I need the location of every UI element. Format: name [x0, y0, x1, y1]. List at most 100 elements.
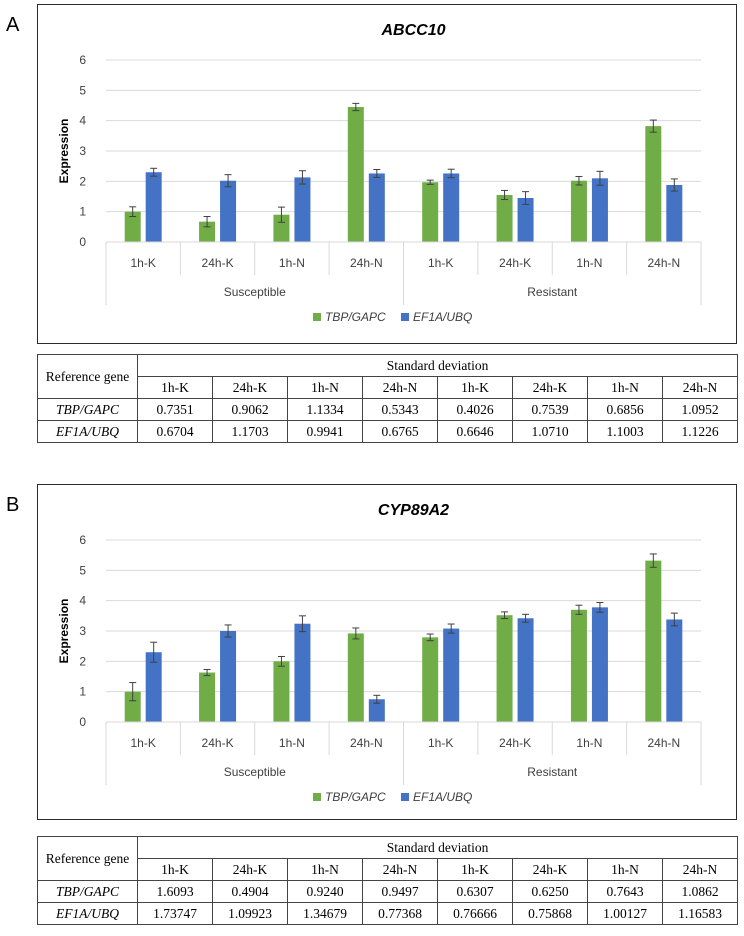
- sd-column-header: 1h-N: [587, 376, 663, 399]
- sd-value: 1.1226: [661, 420, 739, 443]
- chart-b: CYP89A2 0 1 2 3 4 5 6 Expression 1h-K 24h-K 1h-N 24h…: [37, 484, 737, 820]
- sd-header: Standard deviation: [136, 354, 739, 377]
- legend-label: EF1A/UBQ: [413, 310, 472, 324]
- sd-value: 0.9941: [287, 420, 363, 443]
- y-tick-label: 3: [79, 624, 86, 638]
- legend-label: EF1A/UBQ: [413, 790, 472, 804]
- sd-value: 0.6250: [512, 880, 588, 903]
- bar: [368, 699, 385, 722]
- legend-swatch: [313, 793, 321, 801]
- bar: [422, 182, 439, 242]
- ref-gene-header: Reference gene: [37, 354, 138, 399]
- sd-column-header: 1h-N: [287, 376, 363, 399]
- sd-value: 1.16583: [661, 902, 739, 925]
- bar: [273, 214, 290, 242]
- x-tick-label: 24h-K: [202, 256, 234, 270]
- y-tick-label: 1: [79, 205, 86, 219]
- sd-value: 0.77368: [362, 902, 438, 925]
- legend-swatch: [401, 793, 409, 801]
- sd-value: 0.9497: [362, 880, 438, 903]
- sd-value: 0.9240: [287, 880, 363, 903]
- sd-column-header: 24h-K: [212, 376, 288, 399]
- sd-column-header: 1h-K: [137, 376, 213, 399]
- chart-title: ABCC10: [380, 22, 445, 39]
- bar: [347, 633, 364, 722]
- table-row: EF1A/UBQ 0.6704 1.1703 0.9941 0.6765 0.6646 1.…: [37, 420, 739, 443]
- legend-label: TBP/GAPC: [325, 790, 386, 804]
- y-tick-label: 4: [79, 594, 86, 608]
- x-tick-label: 1h-K: [131, 736, 156, 750]
- x-tick-label: 1h-K: [131, 256, 156, 270]
- x-tick-label: 24h-N: [350, 256, 383, 270]
- y-tick-label: 1: [79, 685, 86, 699]
- bar: [220, 180, 237, 242]
- bar: [294, 177, 311, 242]
- row-label: EF1A/UBQ: [37, 902, 138, 925]
- x-tick-label: 24h-K: [499, 736, 531, 750]
- panel-letter-b: B: [6, 494, 20, 516]
- y-axis-label: Expression: [57, 119, 71, 184]
- y-tick-label: 2: [79, 654, 86, 668]
- group-label: Resistant: [527, 285, 578, 299]
- sd-value: 0.7539: [512, 398, 588, 421]
- y-tick-label: 5: [79, 563, 86, 577]
- sd-value: 1.1334: [287, 398, 363, 421]
- row-label: TBP/GAPC: [37, 880, 138, 903]
- sd-value: 1.0862: [661, 880, 739, 903]
- sd-value: 0.7643: [587, 880, 663, 903]
- y-tick-label: 6: [79, 53, 86, 67]
- sd-value: 1.0952: [661, 398, 739, 421]
- bar: [145, 172, 162, 242]
- sd-table-b: Reference gene Standard deviation 1h-K 24h-…: [37, 836, 739, 925]
- sd-column-header: 1h-K: [137, 858, 213, 881]
- sd-column-header: 1h-K: [437, 858, 513, 881]
- x-tick-label: 24h-N: [647, 736, 680, 750]
- x-tick-label: 1h-N: [279, 736, 305, 750]
- sd-value: 1.00127: [587, 902, 663, 925]
- row-label: EF1A/UBQ: [37, 420, 138, 443]
- sd-value: 1.1703: [212, 420, 288, 443]
- bar: [591, 178, 608, 242]
- sd-value: 1.0710: [512, 420, 588, 443]
- bar: [591, 607, 608, 722]
- legend-label: TBP/GAPC: [325, 310, 386, 324]
- y-tick-label: 3: [79, 144, 86, 158]
- bar: [220, 631, 237, 722]
- bar: [124, 211, 141, 242]
- bar: [517, 618, 534, 722]
- panel-letter-a: A: [6, 14, 20, 36]
- sd-column-header: 1h-K: [437, 376, 513, 399]
- x-tick-label: 24h-K: [202, 736, 234, 750]
- sd-value: 0.75868: [512, 902, 588, 925]
- sd-value: 0.6856: [587, 398, 663, 421]
- group-label: Resistant: [527, 765, 578, 779]
- ref-gene-header: Reference gene: [37, 836, 138, 881]
- x-tick-label: 1h-N: [576, 256, 602, 270]
- x-tick-label: 1h-N: [279, 256, 305, 270]
- table-row: TBP/GAPC 0.7351 0.9062 1.1334 0.5343 0.4026 0.…: [37, 398, 739, 421]
- sd-value: 0.6307: [437, 880, 513, 903]
- bar: [347, 107, 364, 243]
- sd-column-header: 24h-K: [212, 858, 288, 881]
- sd-value: 0.5343: [362, 398, 438, 421]
- bar: [145, 652, 162, 722]
- sd-value: 0.7351: [137, 398, 213, 421]
- sd-value: 0.9062: [212, 398, 288, 421]
- bar: [570, 609, 587, 722]
- sd-column-header: 24h-N: [661, 858, 739, 881]
- sd-table-a: Reference gene Standard deviation 1h-K 24h-…: [37, 354, 739, 443]
- sd-column-header: 1h-N: [287, 858, 363, 881]
- bar: [666, 619, 683, 722]
- group-label: Susceptible: [224, 765, 286, 779]
- sd-column-header: 24h-N: [362, 376, 438, 399]
- bar: [368, 173, 385, 242]
- sd-column-header: 24h-N: [362, 858, 438, 881]
- y-axis-label: Expression: [57, 599, 71, 664]
- sd-column-header: 1h-N: [587, 858, 663, 881]
- sd-value: 0.6646: [437, 420, 513, 443]
- table-row: EF1A/UBQ 1.73747 1.09923 1.34679 0.77368 0.76…: [37, 902, 739, 925]
- y-tick-label: 2: [79, 174, 86, 188]
- bar: [199, 221, 216, 242]
- sd-value: 0.6765: [362, 420, 438, 443]
- chart-a: ABCC10 0 1 2 3 4 5 6 Expression 1h-K 24h-K 1h-N 24h-…: [37, 4, 737, 344]
